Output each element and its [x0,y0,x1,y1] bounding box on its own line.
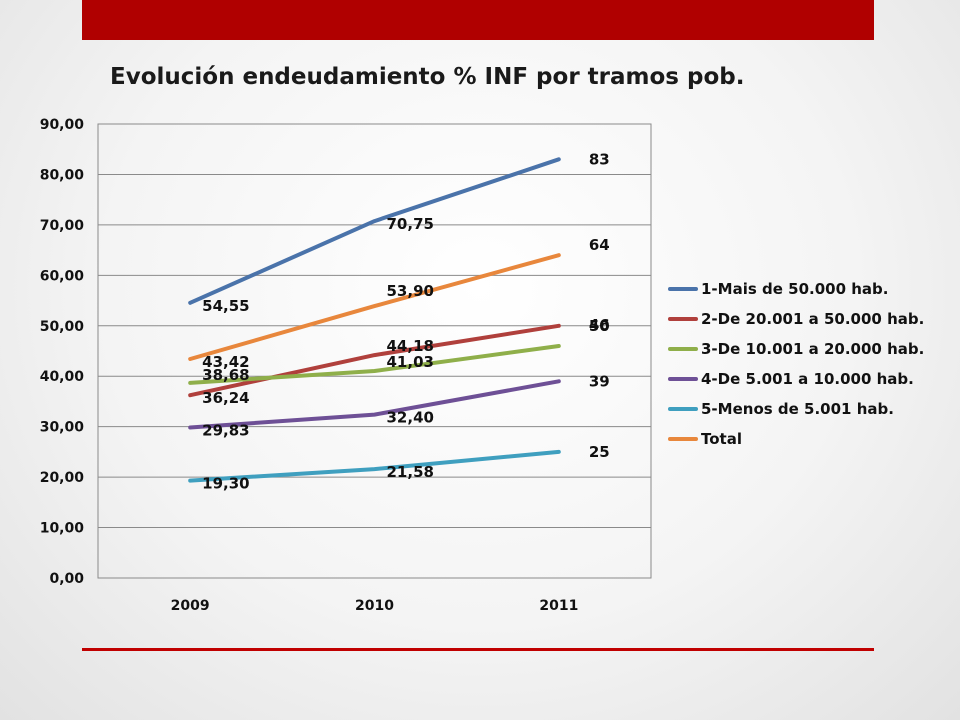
data-label: 32,40 [387,409,434,427]
y-tick-label: 50,00 [40,319,85,335]
data-label: 19,30 [202,475,249,493]
legend-entry: 3-De 10.001 a 20.000 hab. [701,340,924,358]
chart-title: Evolución endeudamiento % INF por tramos… [110,64,745,90]
x-tick-label: 2010 [355,598,394,614]
data-label: 70,75 [387,215,434,233]
bottom-accent-rule [82,648,874,651]
y-tick-label: 30,00 [40,420,85,436]
data-label: 39 [589,372,610,390]
series-line [188,157,561,305]
plot-area-frame [97,123,652,579]
data-label: 41,03 [387,353,434,371]
y-tick-label: 20,00 [40,470,85,486]
data-label: 46 [589,316,610,334]
x-tick-label: 2009 [171,598,210,614]
legend-entry: 4-De 5.001 a 10.000 hab. [701,370,914,388]
y-tick-label: 90,00 [40,117,85,133]
y-tick-label: 0,00 [49,571,84,587]
top-accent-bar [82,0,874,40]
data-label: 83 [589,150,610,168]
series-line [188,253,561,361]
series-line [188,344,561,385]
y-tick-label: 10,00 [40,521,85,537]
legend-entry: 1-Mais de 50.000 hab. [701,280,888,298]
data-label: 53,90 [387,282,434,300]
y-tick-label: 70,00 [40,218,85,234]
legend-entry: 5-Menos de 5.001 hab. [701,400,894,418]
data-label: 29,83 [202,422,249,440]
y-tick-label: 40,00 [40,369,85,385]
data-label: 38,68 [202,366,249,384]
series-line [188,323,561,398]
data-label: 21,58 [387,463,434,481]
data-label: 43,42 [202,353,249,371]
x-tick-label: 2011 [539,598,578,614]
data-label: 64 [589,236,610,254]
series-line [188,449,561,483]
legend-entry: 2-De 20.001 a 50.000 hab. [701,310,924,328]
data-label: 50 [589,317,610,335]
data-label: 54,55 [202,297,249,315]
series-line [188,379,561,430]
data-label: 25 [589,443,610,461]
data-label: 44,18 [387,337,434,355]
y-tick-label: 80,00 [40,167,85,183]
y-tick-label: 60,00 [40,268,85,284]
data-label: 36,24 [202,389,249,407]
legend-entry: Total [701,430,742,448]
